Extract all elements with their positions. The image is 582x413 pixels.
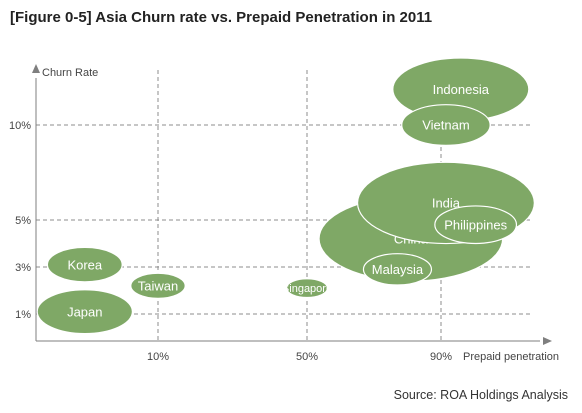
x-axis-label: Prepaid penetration bbox=[463, 351, 559, 363]
y-tick-label: 10% bbox=[9, 120, 31, 132]
bubble-indonesia: Indonesia bbox=[392, 57, 530, 122]
bubble-label: Philippines bbox=[444, 217, 507, 232]
bubble-label: Taiwan bbox=[138, 278, 178, 293]
bubble-label: India bbox=[432, 196, 461, 211]
x-tick-label: 90% bbox=[430, 351, 452, 363]
y-axis-label: Churn Rate bbox=[42, 67, 98, 79]
bubble-mark bbox=[286, 278, 329, 299]
bubble-label: Malaysia bbox=[372, 262, 424, 277]
x-tick-label: 50% bbox=[296, 351, 318, 363]
bubble-label: Japan bbox=[67, 304, 102, 319]
source-note: Source: ROA Holdings Analysis bbox=[393, 388, 568, 402]
axes: Churn Rate Prepaid penetration bbox=[32, 64, 559, 363]
bubble-label: Korea bbox=[67, 257, 102, 272]
bubble-mark bbox=[362, 253, 433, 286]
x-tick-label: 10% bbox=[147, 351, 169, 363]
bubble-japan: Japan bbox=[36, 289, 134, 335]
bubble-mark bbox=[46, 246, 123, 283]
bubble-label: Indonesia bbox=[433, 82, 490, 97]
y-tick-label: 5% bbox=[15, 215, 31, 227]
bubble-label: Singapore bbox=[282, 283, 332, 295]
y-axis-arrow-icon bbox=[32, 64, 40, 73]
bubble-mark bbox=[401, 104, 491, 146]
x-axis-arrow-icon bbox=[543, 337, 552, 345]
bubble-philippines: Philippines bbox=[434, 205, 518, 245]
figure-title: [Figure 0-5] Asia Churn rate vs. Prepaid… bbox=[10, 9, 433, 26]
bubble-malaysia: Malaysia bbox=[362, 253, 433, 286]
bubble-vietnam: Vietnam bbox=[401, 104, 491, 146]
bubble-label: Vietnam bbox=[422, 118, 469, 133]
bubble-mark bbox=[434, 205, 518, 245]
bubble-mark bbox=[130, 272, 186, 299]
bubble-taiwan: Taiwan bbox=[130, 272, 186, 299]
tick-labels: 10% 50% 90% 1% 3% 5% 10% bbox=[9, 120, 452, 363]
y-tick-label: 1% bbox=[15, 309, 31, 321]
bubble-mark bbox=[36, 289, 134, 335]
bubble-singapore: Singapore bbox=[282, 278, 332, 299]
bubble-korea: Korea bbox=[46, 246, 123, 283]
y-tick-label: 3% bbox=[15, 262, 31, 274]
bubbles: ChinaIndiaIndonesiaJapanVietnamPhilippin… bbox=[36, 57, 535, 335]
